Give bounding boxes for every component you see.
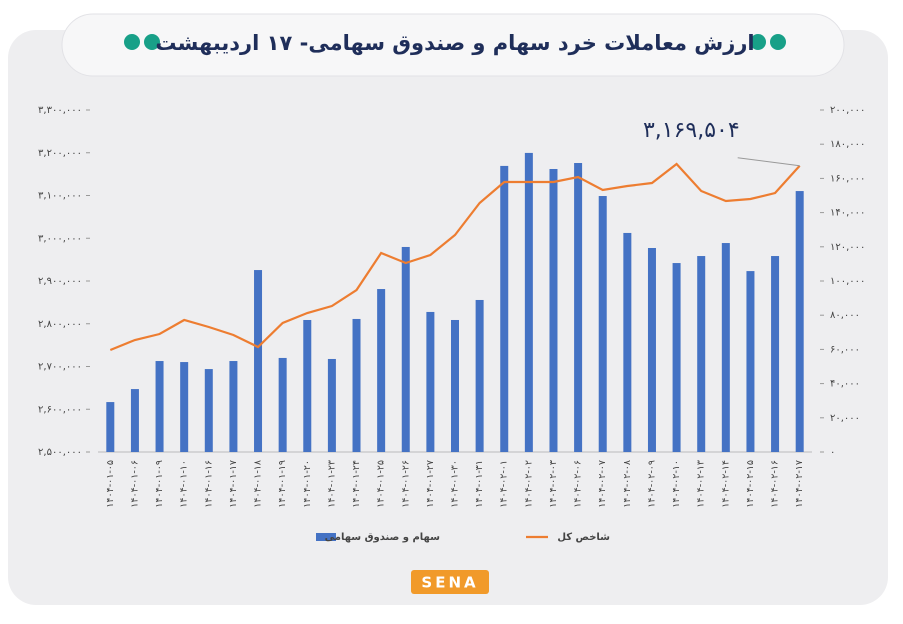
x-tick-label: ۱۴۰۴-۰۲-۱۷ [794,460,805,508]
quote-mark [124,34,140,50]
x-tick-label: ۱۴۰۴-۰۲-۱۰ [671,460,682,508]
y-tick-label: ۲,۵۰۰,۰۰۰ [38,447,82,458]
x-tick-label: ۱۴۰۴-۰۲-۰۲ [523,460,534,508]
bar [303,319,312,452]
bar [549,168,558,452]
x-tick-label: ۱۴۰۴-۰۲-۱۵ [745,460,756,508]
x-tick-label: ۱۴۰۴-۰۲-۱۳ [696,460,707,508]
y-tick-label: ۲,۶۰۰,۰۰۰ [38,404,82,415]
bar [327,358,336,452]
x-tick-label: ۱۴۰۴-۰۱-۱۰ [179,460,190,508]
bar [426,311,435,452]
y2-tick-label: ۲۰,۰۰۰ [830,413,860,424]
legend-swatch [316,533,336,541]
bar [647,247,656,452]
y-tick-label: ۲,۹۰۰,۰۰۰ [38,276,82,287]
bar [130,389,139,452]
bar [475,299,484,452]
bar [377,289,386,452]
bar [401,246,410,452]
bar [771,256,780,452]
x-tick-label: ۱۴۰۴-۰۱-۲۷ [425,460,436,508]
x-tick-label: ۱۴۰۴-۰۲-۰۱ [499,460,510,508]
x-tick-label: ۱۴۰۴-۰۱-۲۵ [376,460,387,508]
x-tick-label: ۱۴۰۴-۰۱-۱۸ [253,460,264,508]
x-tick-label: ۱۴۰۴-۰۱-۰۶ [129,460,140,508]
bar [598,196,607,452]
x-tick-label: ۱۴۰۴-۰۱-۰۵ [105,460,116,508]
x-tick-label: ۱۴۰۴-۰۱-۰۹ [154,460,165,508]
bar [106,402,115,452]
value-label: ۳,۱۶۹,۵۰۴ [643,118,740,143]
y-tick-label: ۳,۳۰۰,۰۰۰ [38,105,82,116]
y-tick-label: ۲,۷۰۰,۰۰۰ [38,362,82,373]
x-tick-label: ۱۴۰۴-۰۱-۲۴ [351,460,362,508]
y2-tick-label: ۱۲۰,۰۰۰ [830,242,865,253]
y-tick-label: ۳,۰۰۰,۰۰۰ [38,233,82,244]
y2-tick-label: ۱۶۰,۰۰۰ [830,173,865,184]
y-tick-label: ۳,۱۰۰,۰۰۰ [38,191,82,202]
bar [204,369,213,452]
y2-tick-label: ۱۴۰,۰۰۰ [830,208,865,219]
bar [746,271,755,452]
x-tick-label: ۱۴۰۴-۰۱-۲۶ [400,460,411,508]
bar [352,318,361,452]
bar [278,357,287,452]
quote-mark [770,34,786,50]
logo: SENA [421,574,478,592]
bar [672,263,681,452]
title-pill [61,13,845,77]
card [8,30,888,605]
bar [500,165,509,453]
y2-tick-label: ۸۰,۰۰۰ [830,310,860,321]
x-tick-label: ۱۴۰۴-۰۲-۰۳ [548,460,559,508]
bar [697,256,706,452]
x-tick-label: ۱۴۰۴-۰۲-۰۷ [597,460,608,508]
quote-mark [750,34,766,50]
bar [721,243,730,452]
legend-label: شاخص کل [557,532,610,543]
y2-tick-label: ۱۸۰,۰۰۰ [830,139,865,150]
x-tick-label: ۱۴۰۴-۰۱-۱۷ [228,460,239,508]
x-tick-label: ۱۴۰۴-۰۲-۰۶ [573,460,584,508]
bar [254,270,263,452]
x-tick-label: ۱۴۰۴-۰۲-۰۸ [622,460,633,508]
bar [229,361,238,452]
y2-tick-label: ۰ [830,447,835,458]
legend-label: سهام و صندوق سهامی [325,532,441,543]
annotation-leader [737,157,800,167]
logo-box [411,570,489,594]
chart-title: ارزش معاملات خرد سهام و صندوق سهامی- ۱۷ … [155,31,754,55]
x-tick-label: ۱۴۰۴-۰۱-۳۰ [450,460,461,508]
x-tick-label: ۱۴۰۴-۰۱-۱۶ [203,460,214,508]
bar [574,163,583,452]
bar [795,191,804,452]
y2-tick-label: ۲۰۰,۰۰۰ [830,105,865,116]
bar [524,152,533,452]
y-tick-label: ۳,۲۰۰,۰۰۰ [38,148,82,159]
x-tick-label: ۱۴۰۴-۰۲-۰۹ [646,460,657,508]
x-tick-label: ۱۴۰۴-۰۱-۳۱ [474,460,485,508]
bar [623,232,632,452]
y2-tick-label: ۴۰,۰۰۰ [830,379,860,390]
line [109,162,801,352]
x-tick-label: ۱۴۰۴-۰۱-۲۳ [326,460,337,508]
bar [180,362,189,452]
quote-mark [144,34,160,50]
x-tick-label: ۱۴۰۴-۰۱-۲۰ [302,460,313,508]
y-tick-label: ۲,۸۰۰,۰۰۰ [38,319,82,330]
x-tick-label: ۱۴۰۴-۰۱-۱۹ [277,460,288,508]
y2-tick-label: ۶۰,۰۰۰ [830,344,860,355]
y2-tick-label: ۱۰۰,۰۰۰ [830,276,865,287]
bar [451,319,459,452]
x-tick-label: ۱۴۰۴-۰۲-۱۶ [770,460,781,508]
x-tick-label: ۱۴۰۴-۰۲-۱۴ [720,460,731,508]
bar [155,361,164,452]
